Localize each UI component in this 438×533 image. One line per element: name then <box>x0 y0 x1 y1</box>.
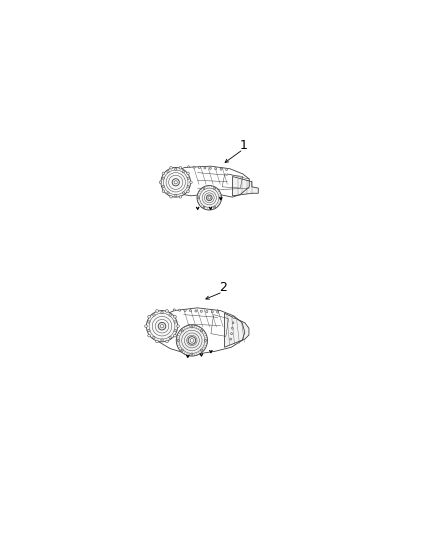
Circle shape <box>170 196 172 198</box>
Circle shape <box>215 168 217 170</box>
Circle shape <box>179 196 182 198</box>
Circle shape <box>162 190 165 192</box>
Circle shape <box>148 329 150 332</box>
Text: 1: 1 <box>239 139 247 152</box>
Circle shape <box>153 314 155 316</box>
Circle shape <box>190 310 191 312</box>
Circle shape <box>187 190 189 192</box>
Circle shape <box>179 166 182 169</box>
Circle shape <box>174 321 177 323</box>
Circle shape <box>172 179 179 186</box>
Circle shape <box>197 185 222 210</box>
Circle shape <box>161 311 163 313</box>
Circle shape <box>176 325 208 356</box>
Circle shape <box>187 177 189 180</box>
Circle shape <box>206 195 212 200</box>
Circle shape <box>188 337 196 344</box>
Circle shape <box>170 166 172 169</box>
Circle shape <box>226 168 228 171</box>
Circle shape <box>145 325 147 328</box>
Circle shape <box>200 310 202 312</box>
Circle shape <box>155 340 159 343</box>
Circle shape <box>182 192 185 194</box>
Circle shape <box>175 168 177 171</box>
Circle shape <box>230 333 233 335</box>
Circle shape <box>203 188 205 189</box>
Circle shape <box>190 181 192 183</box>
Circle shape <box>209 167 211 169</box>
Circle shape <box>148 316 150 318</box>
Circle shape <box>208 197 211 199</box>
Circle shape <box>187 185 189 188</box>
Circle shape <box>146 311 178 342</box>
Circle shape <box>230 338 232 340</box>
Circle shape <box>181 330 184 332</box>
Circle shape <box>173 316 177 318</box>
Circle shape <box>181 349 184 351</box>
Circle shape <box>182 171 185 173</box>
Circle shape <box>219 197 221 199</box>
Circle shape <box>167 192 169 194</box>
Circle shape <box>204 167 206 169</box>
Circle shape <box>201 349 203 351</box>
Circle shape <box>191 353 193 355</box>
Circle shape <box>232 322 234 324</box>
Circle shape <box>206 310 208 313</box>
Circle shape <box>217 311 219 313</box>
Circle shape <box>211 311 213 313</box>
Circle shape <box>148 321 150 323</box>
Circle shape <box>173 334 177 337</box>
Circle shape <box>167 171 169 173</box>
Circle shape <box>161 339 163 341</box>
Circle shape <box>166 310 168 312</box>
Circle shape <box>177 325 180 328</box>
Circle shape <box>148 334 150 337</box>
Circle shape <box>193 166 195 168</box>
Circle shape <box>162 177 164 180</box>
Circle shape <box>158 322 166 330</box>
Circle shape <box>198 167 201 168</box>
Polygon shape <box>224 313 249 347</box>
Circle shape <box>174 181 177 184</box>
Circle shape <box>175 195 177 197</box>
Circle shape <box>179 309 181 311</box>
Circle shape <box>177 340 180 342</box>
Text: 2: 2 <box>219 281 227 294</box>
Circle shape <box>187 166 190 168</box>
Circle shape <box>214 206 215 208</box>
Circle shape <box>190 338 194 342</box>
Circle shape <box>220 168 222 170</box>
Circle shape <box>169 314 171 316</box>
Circle shape <box>161 167 191 197</box>
Circle shape <box>153 336 155 338</box>
Circle shape <box>162 172 165 175</box>
Circle shape <box>159 181 162 183</box>
Circle shape <box>162 185 164 188</box>
Circle shape <box>173 309 175 311</box>
Circle shape <box>187 172 189 175</box>
Circle shape <box>205 340 207 342</box>
Circle shape <box>231 327 233 329</box>
Circle shape <box>198 197 199 199</box>
Circle shape <box>184 309 186 311</box>
Circle shape <box>214 188 215 189</box>
Circle shape <box>203 206 205 208</box>
Circle shape <box>174 329 177 332</box>
Circle shape <box>201 330 203 332</box>
Circle shape <box>169 336 171 338</box>
Polygon shape <box>233 176 258 196</box>
Circle shape <box>155 310 159 312</box>
Circle shape <box>166 340 168 343</box>
Circle shape <box>195 310 197 312</box>
Circle shape <box>191 326 193 328</box>
Circle shape <box>160 325 164 328</box>
Circle shape <box>233 317 235 318</box>
